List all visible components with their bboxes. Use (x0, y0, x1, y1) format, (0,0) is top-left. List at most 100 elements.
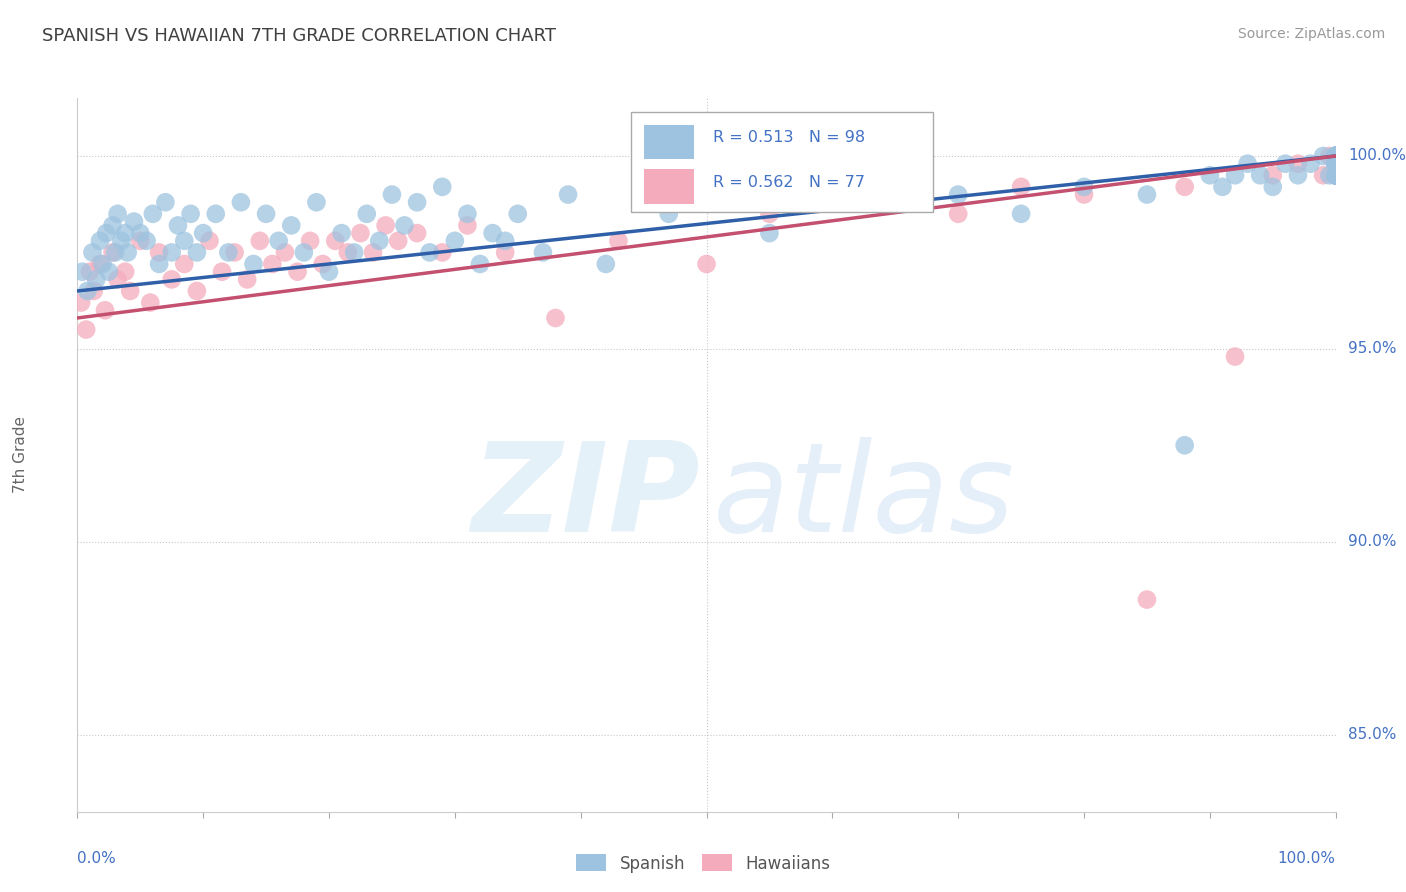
Point (120, 284, 142, 298)
Point (356, 207, 378, 221)
Point (1324, 149, 1347, 163)
Point (96, 226, 118, 240)
Text: 7th Grade: 7th Grade (13, 417, 28, 493)
Bar (644, 169, 695, 203)
Point (186, 284, 208, 298)
Point (155, 195, 177, 210)
Point (101, 245, 124, 260)
Point (160, 245, 183, 260)
Legend: Spanish, Hawaiians: Spanish, Hawaiians (569, 847, 837, 880)
Point (1324, 168, 1347, 182)
Point (1324, 157, 1347, 171)
Point (1223, 168, 1246, 182)
Point (1312, 149, 1334, 163)
Point (1223, 350, 1246, 364)
Point (1324, 168, 1347, 182)
Point (1324, 157, 1347, 171)
Point (607, 234, 630, 248)
Point (254, 207, 277, 221)
Point (72, 265, 94, 279)
Point (129, 234, 152, 248)
Text: 100.0%: 100.0% (1278, 851, 1336, 866)
Point (394, 219, 416, 233)
Point (432, 179, 454, 194)
Point (557, 187, 579, 202)
Point (1286, 168, 1309, 182)
Point (1286, 157, 1309, 171)
Point (76, 284, 98, 298)
Point (1324, 168, 1347, 182)
Point (361, 245, 384, 260)
Text: R = 0.513   N = 98: R = 0.513 N = 98 (713, 130, 865, 145)
Point (1324, 157, 1347, 171)
Point (387, 234, 409, 248)
Point (1324, 157, 1347, 171)
Point (1324, 149, 1347, 163)
Point (456, 219, 478, 233)
Text: R = 0.562   N = 77: R = 0.562 N = 77 (713, 175, 865, 190)
Point (1324, 168, 1347, 182)
Point (70, 295, 93, 310)
Point (160, 272, 183, 286)
Point (1198, 168, 1220, 182)
Point (180, 207, 202, 221)
Point (1324, 157, 1347, 171)
Point (173, 257, 195, 271)
Point (406, 226, 429, 240)
Point (1324, 149, 1347, 163)
Point (1324, 149, 1347, 163)
Point (217, 245, 239, 260)
Point (1249, 168, 1271, 182)
Point (117, 245, 139, 260)
Point (1324, 149, 1347, 163)
Point (1136, 187, 1159, 202)
Point (374, 219, 396, 233)
Point (1261, 168, 1284, 182)
Text: SPANISH VS HAWAIIAN 7TH GRADE CORRELATION CHART: SPANISH VS HAWAIIAN 7TH GRADE CORRELATIO… (42, 27, 557, 45)
Point (186, 245, 208, 260)
Text: 0.0%: 0.0% (77, 851, 117, 866)
Text: 100.0%: 100.0% (1348, 148, 1406, 163)
Point (884, 187, 907, 202)
Point (1324, 157, 1347, 171)
Point (1324, 157, 1347, 171)
Point (204, 207, 226, 221)
Point (948, 207, 970, 221)
Point (1324, 157, 1347, 171)
Text: atlas: atlas (713, 437, 1015, 558)
Point (1324, 157, 1347, 171)
Point (292, 245, 315, 260)
Point (494, 245, 516, 260)
Point (305, 195, 328, 210)
Point (110, 234, 132, 248)
Point (236, 272, 259, 286)
Point (1324, 149, 1347, 163)
Point (406, 195, 429, 210)
Point (821, 195, 844, 210)
Point (249, 234, 271, 248)
Point (1324, 149, 1347, 163)
Point (506, 207, 529, 221)
Point (481, 226, 503, 240)
Point (1324, 168, 1347, 182)
Point (444, 234, 467, 248)
Point (1319, 149, 1341, 163)
Point (1324, 168, 1347, 182)
Point (97, 265, 120, 279)
Point (242, 257, 264, 271)
Point (1136, 592, 1159, 607)
Point (101, 219, 124, 233)
Point (1324, 149, 1347, 163)
Point (1324, 157, 1347, 171)
Point (758, 226, 780, 240)
Point (330, 226, 353, 240)
Point (211, 265, 233, 279)
Point (1274, 157, 1296, 171)
Point (135, 234, 157, 248)
Point (1324, 149, 1347, 163)
Point (1324, 168, 1347, 182)
Point (1324, 149, 1347, 163)
Point (1324, 149, 1347, 163)
Point (107, 207, 129, 221)
Point (1174, 179, 1197, 194)
